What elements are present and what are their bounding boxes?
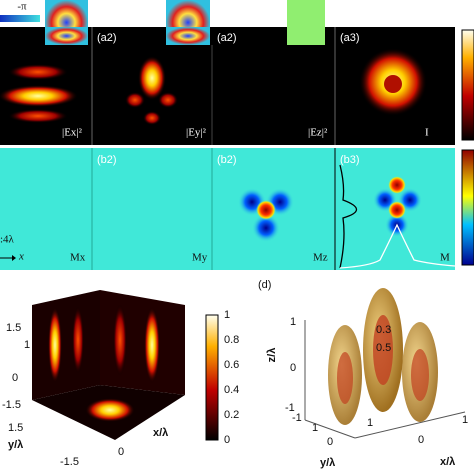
- tick: 1: [367, 417, 373, 429]
- contour-label: 0.5: [376, 342, 391, 354]
- panel-c: 1 0.8 0.6 0.4 0.2 0 1.5 1 0 -1.5 y/λ 1.5…: [2, 290, 239, 468]
- colorbar-tick: 0: [224, 434, 230, 446]
- axis-label: y/λ: [320, 457, 335, 469]
- profile-curve: [339, 164, 358, 269]
- axis-label: x/λ: [153, 427, 168, 439]
- magnetization-core: [388, 201, 406, 219]
- intensity-lobe: [8, 64, 68, 80]
- panel-tag: (a2): [97, 32, 117, 44]
- intensity-lobe: [143, 111, 161, 125]
- scale-label: :4λ: [0, 234, 15, 246]
- colorbar: [205, 314, 219, 441]
- panel-tag: (b2): [217, 154, 237, 166]
- tick: 1.5: [6, 322, 21, 334]
- magnetization-lobe: [252, 214, 280, 242]
- intensity-lobe: [125, 92, 145, 108]
- intensity-lobe: [48, 307, 62, 383]
- panel-label: My: [192, 252, 208, 264]
- panel-label: M: [440, 252, 450, 264]
- colorbar: [461, 149, 474, 266]
- phase-colorbar: [0, 15, 40, 22]
- axis-arrow: [12, 255, 16, 261]
- phase-map: [45, 27, 88, 45]
- panel-label: |Ex|²: [62, 127, 83, 139]
- intensity-lobe: [138, 56, 166, 100]
- colorbar-tick: 0.4: [224, 384, 239, 396]
- colorbar-tick: 0.2: [224, 409, 239, 421]
- tick: -1: [292, 412, 302, 424]
- panel-d: (d) 0.3 0.5 1 0 -1 -1 z/λ 1 0 y/λ 0 1 1 …: [258, 279, 468, 469]
- magnetization-core: [256, 200, 276, 220]
- intensity-lobe: [8, 109, 68, 123]
- tick: 0: [118, 446, 124, 458]
- tick: 0: [327, 436, 333, 448]
- axis-label: x/λ: [440, 456, 455, 468]
- tick: 1: [462, 414, 468, 426]
- panel-tag: (b2): [97, 154, 117, 166]
- row-b: (b2) (b2) (b3) Mx My Mz M :4λ x: [0, 148, 474, 270]
- intensity-lobe: [158, 92, 178, 108]
- isosurface-inner: [337, 352, 353, 404]
- intensity-lobe: [144, 307, 160, 383]
- magnetization-lobe: [388, 176, 406, 194]
- tick: 1: [290, 316, 296, 328]
- panel-label: |Ez|²: [308, 127, 328, 139]
- axis-label: x: [18, 251, 24, 263]
- panel-tag: (a2): [217, 32, 237, 44]
- intensity-lobe: [72, 306, 84, 374]
- panel-label: I: [425, 127, 429, 139]
- intensity-core: [384, 75, 402, 93]
- intensity-lobe: [113, 304, 127, 376]
- row-a: (a2) (a2) (a3) |Ex|² |Ey|² |Ez|² I: [0, 27, 474, 145]
- intensity-lobe: [0, 85, 78, 107]
- tick: 1: [24, 339, 30, 351]
- panel-tag: (b3): [340, 154, 360, 166]
- cube-face: [100, 290, 185, 395]
- intensity-lobe: [85, 398, 135, 422]
- tick: -1.5: [2, 399, 21, 411]
- tick: -1.5: [60, 456, 79, 468]
- colorbar-tick: 0.6: [224, 359, 239, 371]
- axis-label: z/λ: [266, 348, 278, 363]
- colorbar-tick: 1: [224, 309, 230, 321]
- colorbar-tick: 0.8: [224, 334, 239, 346]
- axis-label: y/λ: [8, 439, 23, 451]
- colorbar: [461, 29, 474, 141]
- tick: 0: [290, 362, 296, 374]
- tick: 1.5: [8, 422, 23, 434]
- isosurface-inner: [411, 349, 429, 401]
- contour-label: 0.3: [376, 324, 391, 336]
- tick: -1: [285, 402, 295, 414]
- tick: 1: [312, 422, 318, 434]
- phase-map: [166, 27, 210, 45]
- profile-curve: [339, 223, 456, 269]
- tick: 0: [12, 372, 18, 384]
- axis-line: [304, 419, 356, 439]
- panel-label: |Ey|²: [186, 127, 207, 139]
- isosurface-inner: [373, 315, 393, 385]
- tick: 0: [418, 434, 424, 446]
- phase-label: -π: [17, 1, 27, 13]
- cube-face: [32, 290, 100, 400]
- panel-tag: (d): [258, 279, 271, 291]
- panel-label: Mz: [313, 252, 328, 264]
- axis-line: [354, 411, 466, 439]
- panel-label: Mx: [70, 252, 86, 264]
- phase-map: [287, 27, 325, 45]
- panel-tag: (a3): [340, 32, 360, 44]
